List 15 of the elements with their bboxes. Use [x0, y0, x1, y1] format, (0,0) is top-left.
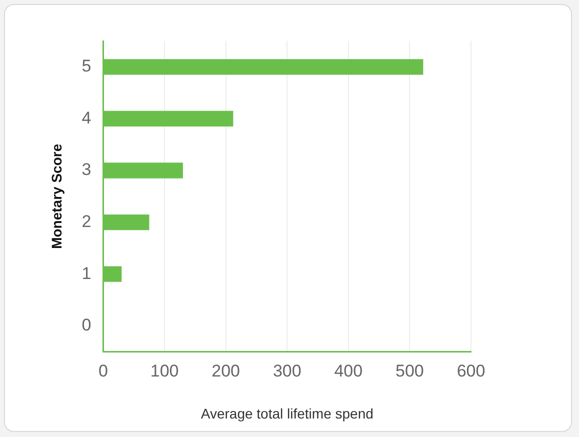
x-axis-title: Average total lifetime spend — [200, 405, 374, 422]
y-tick-label: 2 — [82, 212, 92, 231]
y-tick-label: 3 — [82, 160, 92, 180]
x-tick-label: 100 — [150, 362, 179, 381]
x-tick-label: 600 — [456, 362, 486, 381]
y-axis-title: Monetary Score — [48, 144, 64, 249]
x-tick-label: 0 — [98, 362, 108, 381]
x-tick-label: 400 — [334, 362, 363, 381]
y-tick-label: 0 — [82, 316, 92, 335]
y-tick-label: 5 — [82, 56, 92, 76]
x-tick-label: 300 — [272, 362, 302, 381]
y-tick-label: 4 — [82, 108, 92, 128]
x-tick-label: 200 — [212, 362, 240, 381]
y-tick-label: 1 — [82, 264, 92, 283]
x-tick-label: 500 — [396, 362, 424, 381]
